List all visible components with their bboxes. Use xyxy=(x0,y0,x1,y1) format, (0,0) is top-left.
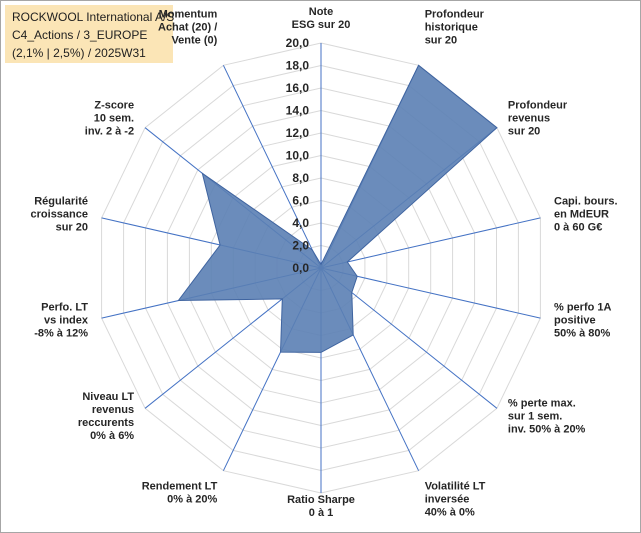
axis-label-1-line-1: historique xyxy=(425,22,478,34)
spoke-3 xyxy=(320,217,541,269)
axis-label-11-line-2: sur 20 xyxy=(56,221,88,233)
axis-label-7-line-0: Ratio Sharpe xyxy=(287,494,355,506)
axis-label-10-line-1: vs index xyxy=(44,315,89,327)
axis-label-10: Perfo. LT vs index -8% à 12% xyxy=(34,302,89,340)
axis-label-4-line-0: % perfo 1A xyxy=(554,302,612,314)
axis-label-11-line-1: croissance xyxy=(31,208,88,220)
tick-label-2: 4,0 xyxy=(292,216,309,230)
axis-label-3-line-2: 0 à 60 G€ xyxy=(554,221,602,233)
axis-label-2-line-1: revenus xyxy=(508,113,550,125)
tick-label-3: 6,0 xyxy=(292,194,309,208)
axis-label-4: % perfo 1A positive 50% à 80% xyxy=(554,302,612,340)
tick-label-8: 16,0 xyxy=(286,81,310,95)
axis-label-6-line-1: inversée xyxy=(425,493,470,505)
axis-label-12: Z-score 10 sem. inv. 2 à -2 xyxy=(85,100,134,138)
axis-label-3-line-0: Capi. bours. xyxy=(554,195,618,207)
axis-label-1: Profondeur historique sur 20 xyxy=(425,9,485,47)
axis-label-9-line-1: revenus xyxy=(92,404,134,416)
tick-label-4: 8,0 xyxy=(292,171,309,185)
tick-label-9: 18,0 xyxy=(286,59,310,73)
tick-label-7: 14,0 xyxy=(286,104,310,118)
axis-label-6-line-2: 40% à 0% xyxy=(425,506,475,518)
axis-label-4-line-2: 50% à 80% xyxy=(554,328,610,340)
axis-label-6-line-0: Volatilité LT xyxy=(425,480,486,492)
tick-label-1: 2,0 xyxy=(292,239,309,253)
axis-label-5: % perte max. sur 1 sem. inv. 50% à 20% xyxy=(508,398,586,436)
axis-label-11-line-0: Régularité xyxy=(34,195,88,207)
axis-label-9: Niveau LT revenus reccurents 0% à 6% xyxy=(78,391,135,442)
axis-label-8-line-1: 0% à 20% xyxy=(167,493,217,505)
axis-label-5-line-1: sur 1 sem. xyxy=(508,411,562,423)
axis-label-9-line-2: reccurents xyxy=(78,417,134,429)
axis-label-10-line-2: -8% à 12% xyxy=(34,328,88,340)
axis-label-0-line-0: Note xyxy=(309,6,333,18)
axis-label-1-line-2: sur 20 xyxy=(425,35,457,47)
axis-label-8: Rendement LT 0% à 20% xyxy=(142,480,218,505)
series-area xyxy=(177,64,498,353)
axis-label-2: Profondeur revenus sur 20 xyxy=(508,100,568,138)
axis-label-13: Momentum Achat (20) / Vente (0) xyxy=(158,9,218,47)
axis-label-6: Volatilité LT inversée 40% à 0% xyxy=(425,480,486,518)
axis-label-3: Capi. bours. en MdEUR 0 à 60 G€ xyxy=(554,195,618,233)
axis-label-7-line-1: 0 à 1 xyxy=(309,507,333,519)
axis-label-8-line-0: Rendement LT xyxy=(142,480,218,492)
axis-label-5-line-2: inv. 50% à 20% xyxy=(508,424,586,436)
tick-label-10: 20,0 xyxy=(286,36,310,50)
axis-label-2-line-0: Profondeur xyxy=(508,100,568,112)
axis-label-7: Ratio Sharpe 0 à 1 xyxy=(287,494,355,519)
axis-label-13-line-2: Vente (0) xyxy=(171,35,217,47)
axis-label-13-line-1: Achat (20) / xyxy=(158,22,217,34)
axis-label-5-line-0: % perte max. xyxy=(508,398,576,410)
axis-label-11: Régularité croissance sur 20 xyxy=(31,195,88,233)
axis-label-0: Note ESG sur 20 xyxy=(292,6,351,31)
tick-label-5: 10,0 xyxy=(286,149,310,163)
axis-label-1-line-0: Profondeur xyxy=(425,9,485,21)
axis-label-0-line-1: ESG sur 20 xyxy=(292,19,351,31)
axis-label-9-line-3: 0% à 6% xyxy=(90,430,134,442)
axis-label-12-line-0: Z-score xyxy=(94,100,134,112)
tick-label-0: 0,0 xyxy=(292,261,309,275)
axis-label-12-line-2: inv. 2 à -2 xyxy=(85,126,134,138)
radar-tick-labels: 0,0 2,0 4,0 6,0 8,0 10,0 12,0 14,0 16,0 18,0 20,0 xyxy=(286,36,310,275)
axis-label-13-line-0: Momentum xyxy=(159,9,218,21)
title-line-company: ROCKWOOL International A/S xyxy=(12,10,175,24)
axis-label-10-line-0: Perfo. LT xyxy=(41,302,88,314)
spoke-13 xyxy=(222,65,322,269)
axis-label-3-line-1: en MdEUR xyxy=(554,208,609,220)
radar-series xyxy=(177,64,498,353)
axis-label-4-line-1: positive xyxy=(554,315,596,327)
tick-label-6: 12,0 xyxy=(286,126,310,140)
axis-label-9-line-0: Niveau LT xyxy=(82,391,134,403)
title-line-category: C4_Actions / 3_EUROPE xyxy=(12,28,148,42)
axis-label-12-line-1: 10 sem. xyxy=(94,113,134,125)
title-line-period: (2,1% | 2,5%) / 2025W31 xyxy=(12,46,146,60)
axis-label-2-line-2: sur 20 xyxy=(508,126,540,138)
chart-title-box: ROCKWOOL International A/S C4_Actions / … xyxy=(5,5,175,63)
